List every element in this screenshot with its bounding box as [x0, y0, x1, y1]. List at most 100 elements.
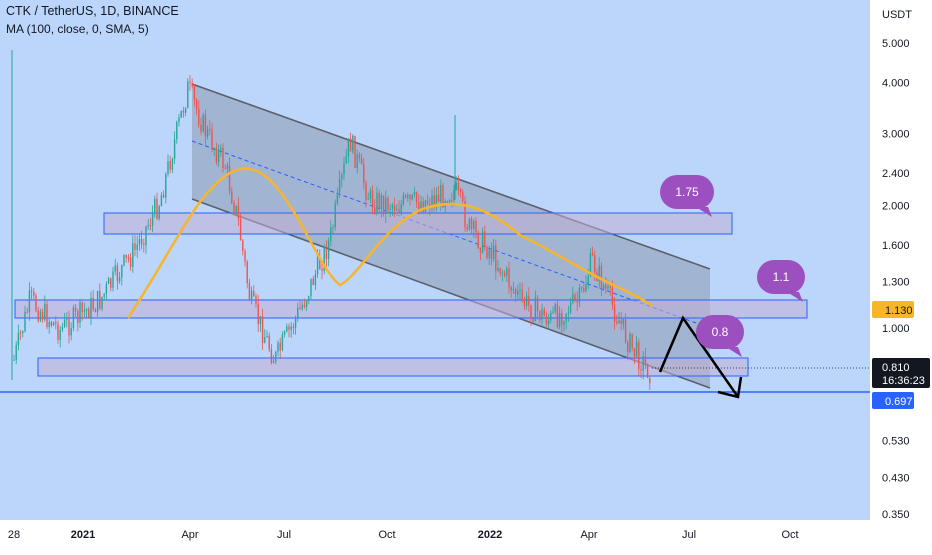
projected-path[interactable]: [658, 315, 743, 399]
candle-body: [404, 195, 407, 198]
candle-body: [393, 205, 396, 211]
zone-bubble-2[interactable]: [696, 315, 744, 349]
price-axis-unit: USDT: [882, 9, 912, 21]
candle-body: [26, 311, 28, 313]
price-axis[interactable]: USDT 5.000 4.000 3.000 2.400 2.000 1.600 1.300…: [882, 9, 912, 521]
candle-body: [358, 154, 361, 159]
candle-body: [224, 167, 226, 169]
candle-body: [176, 122, 178, 140]
candle-body: [644, 356, 647, 364]
candle-body: [620, 320, 622, 325]
candle-body: [167, 161, 169, 174]
candle-body: [288, 326, 290, 330]
candle-body: [259, 316, 262, 325]
candle-body: [239, 218, 242, 241]
candle-body: [52, 322, 55, 326]
candle-body: [37, 310, 39, 321]
candle-body: [46, 303, 48, 327]
symbol-title[interactable]: CTK / TetherUS, 1D, BINANCE: [6, 4, 179, 18]
candle-body: [147, 225, 149, 227]
zone-upper[interactable]: [103, 212, 733, 235]
candle-body: [92, 297, 94, 310]
candle-body: [266, 335, 268, 338]
candle-body: [486, 246, 488, 258]
candle-body: [264, 337, 266, 344]
candle-body: [149, 225, 152, 226]
time-axis[interactable]: 28 2021 Apr Jul Oct 2022 Apr Jul Oct: [8, 529, 799, 541]
channel-upper-line[interactable]: [191, 83, 711, 270]
candle-body: [587, 276, 589, 284]
zone-bubble-label-2: 0.8: [712, 325, 729, 339]
candle-body: [640, 369, 642, 371]
zone-middle[interactable]: [14, 299, 808, 319]
candle-body: [123, 254, 125, 266]
candle-body: [554, 304, 556, 312]
candle-body: [532, 318, 534, 322]
candle-body: [169, 161, 171, 170]
candle-body: [33, 291, 35, 296]
candle-body: [193, 86, 196, 100]
candle-body: [330, 227, 332, 241]
candle-body: [39, 311, 42, 321]
candle-body: [105, 283, 108, 294]
candle-body: [90, 297, 92, 319]
candle-body: [305, 300, 308, 307]
candle-body: [233, 203, 235, 214]
candle-body: [501, 272, 504, 274]
candle-body: [200, 124, 202, 132]
candle-body: [422, 201, 424, 212]
candle-body: [231, 191, 233, 204]
candle-body: [618, 320, 620, 324]
candle-body: [44, 303, 46, 320]
candle-body: [411, 194, 413, 200]
candle-body: [629, 333, 631, 353]
zone-bubble-label-1: 1.1: [773, 270, 790, 284]
candle-body: [580, 287, 583, 289]
zone-bubble-0[interactable]: [660, 175, 714, 209]
candle-body: [191, 83, 193, 87]
projection-path[interactable]: [658, 315, 740, 398]
price-tag-value-1: 0.697: [885, 396, 913, 408]
candle-body: [180, 110, 182, 118]
y-tick-label-1: 4.000: [882, 78, 910, 90]
candle-body: [495, 245, 497, 271]
candle-body: [627, 342, 629, 353]
candle-body: [413, 192, 416, 195]
candle-body: [365, 183, 367, 200]
candle-body: [255, 296, 257, 304]
candle-body: [433, 195, 435, 205]
candle-body: [338, 179, 341, 193]
horizontal-zones[interactable]: [14, 212, 808, 377]
candle-body: [341, 174, 343, 179]
candle-body: [415, 192, 418, 203]
candle-body: [585, 283, 587, 292]
candle-body: [321, 269, 323, 271]
x-tick-label-4: Oct: [378, 529, 395, 541]
candle-body: [301, 304, 303, 309]
zone-bubble-1[interactable]: [757, 260, 805, 294]
indicator-legend[interactable]: MA (100, close, 0, SMA, 5): [6, 22, 149, 36]
candle-body: [61, 326, 64, 330]
candle-body: [499, 267, 501, 274]
candle-body: [457, 182, 460, 190]
candle-body: [211, 129, 213, 150]
candle-body: [19, 332, 22, 334]
candle-body: [541, 309, 543, 320]
candle-body: [77, 310, 79, 323]
candle-body: [228, 165, 231, 191]
candle-body: [140, 239, 143, 245]
candle-body: [446, 201, 449, 204]
zone-lower[interactable]: [37, 357, 749, 377]
candle-body: [426, 200, 429, 204]
y-tick-label-2: 3.000: [882, 128, 910, 140]
candle-body: [609, 286, 611, 288]
candle-body: [187, 81, 189, 108]
x-tick-label-6: Apr: [580, 529, 597, 541]
x-tick-label-3: Jul: [277, 529, 291, 541]
candle-body: [63, 319, 66, 327]
candle-body: [613, 304, 616, 322]
candle-body: [473, 220, 475, 229]
zone-bubbles[interactable]: 1.75 1.1 0.8: [660, 175, 805, 357]
candle-body: [563, 321, 565, 325]
